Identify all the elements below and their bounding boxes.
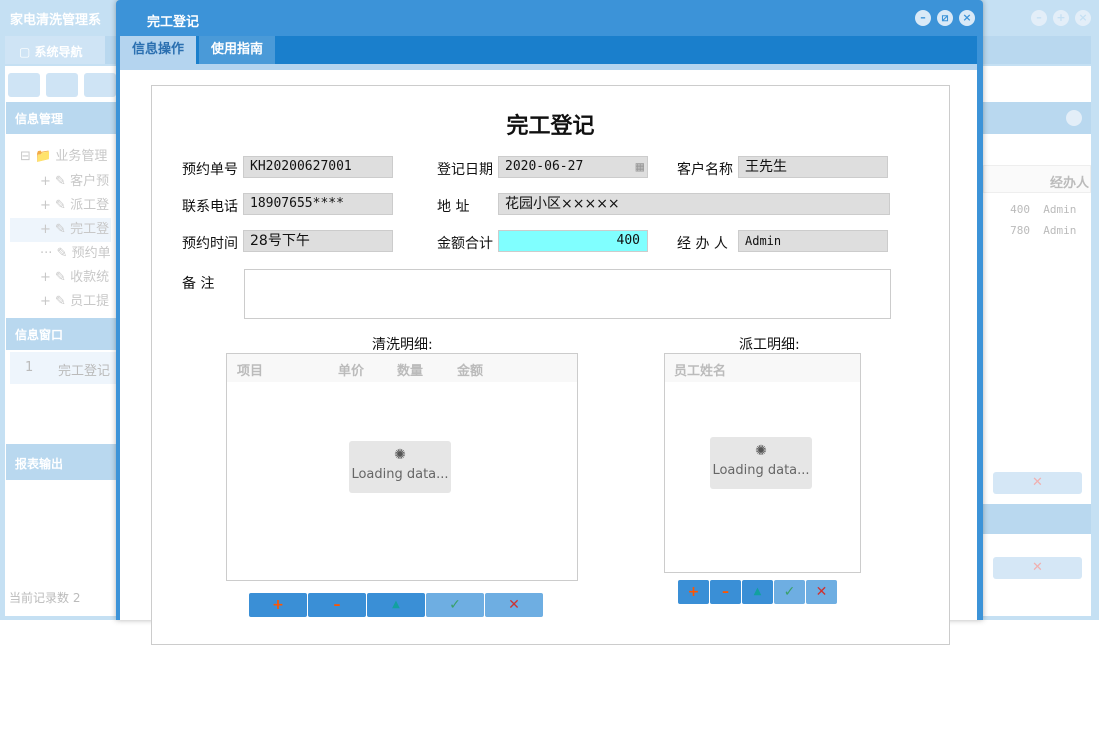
completion-dialog: 完工登记 – ⧄ × 信息操作 使用指南 完工登记 预约单号 KH2020062… [116,0,983,645]
tree-item-label: 员工提 [70,294,110,309]
remark-textarea[interactable] [244,269,891,319]
nav-tab[interactable]: ▢ 系统导航 [5,36,105,64]
appt-time-label: 预约时间 [182,236,238,252]
panel-report[interactable]: 报表输出 [6,444,116,480]
reg-date-field[interactable]: 2020-06-27 ▦ [498,156,648,178]
column-quantity[interactable]: 数量 [397,364,424,379]
add-row-button[interactable]: + [678,580,709,604]
tree-item[interactable]: ··· ✎ 预约单 [40,246,111,261]
confirm-button[interactable]: ✓ [774,580,805,604]
loading-text: Loading data... [712,463,810,478]
record-count: 当前记录数 2 [9,591,81,605]
app-title: 家电清洗管理系 [10,13,102,28]
maximize-icon[interactable]: ⧄ [937,10,953,26]
move-up-button[interactable]: ▲ [367,593,425,617]
tree-item-label: 客户预 [70,174,110,189]
confirm-button[interactable]: ✓ [426,593,484,617]
handler-field[interactable]: Admin [738,230,888,252]
tab-user-guide[interactable]: 使用指南 [199,36,275,64]
dispatch-grid: 员工姓名 ✺ Loading data... [664,353,861,573]
panel-info-mgmt[interactable]: 信息管理 [6,102,116,134]
panel-info-window[interactable]: 信息窗口 [6,318,116,350]
tree-item-label: 派工登 [70,198,110,213]
tree-items: + ✎ 客户预 + ✎ 派工登 + ✎ 完工登 ··· ✎ 预约单 + ✎ 收款… [10,170,111,314]
grid-header: 员工姓名 [665,354,860,382]
column-item[interactable]: 项目 [237,364,264,379]
list-index: 1 [25,360,34,375]
cleaning-grid: 项目 单价 数量 金额 ✺ Loading data... [226,353,578,581]
window-list-item[interactable]: 1 完工登记 [10,352,116,384]
phone-label: 联系电话 [182,199,238,215]
dialog-title: 完工登记 [147,15,200,30]
table-row[interactable]: 780 Admin [1010,224,1077,237]
loading-indicator: ✺ Loading data... [349,441,451,493]
column-unit-price[interactable]: 单价 [338,364,365,379]
grid-header: 项目 单价 数量 金额 [227,354,577,382]
completion-form: 完工登记 预约单号 KH20200627001 登记日期 2020-06-27 ▦… [151,85,950,645]
customer-field[interactable]: 王先生 [738,156,888,178]
remark-label: 备 注 [182,276,215,292]
dispatch-toolbar: + – ▲ ✓ ✕ [678,580,837,604]
tree-item-label: 完工登 [70,222,110,237]
loading-text: Loading data... [351,467,449,482]
bg-cancel-button[interactable]: ✕ [993,472,1082,494]
handler-label: 经 办 人 [677,236,728,252]
tree-item-selected[interactable]: + ✎ 完工登 [10,218,111,242]
tree-item[interactable]: + ✎ 派工登 [40,198,110,213]
cleaning-toolbar: + – ▲ ✓ ✕ [249,593,543,617]
tree-item[interactable]: + ✎ 员工提 [40,294,110,309]
nav-tab-label: 系统导航 [34,45,83,59]
close-icon[interactable]: × [1075,10,1091,26]
total-field[interactable]: 400 [498,230,648,252]
remove-row-button[interactable]: – [710,580,741,604]
column-handler: 经办人 [1050,176,1090,191]
tree-root[interactable]: ⊟ 📁 业务管理 [20,149,108,164]
cancel-button[interactable]: ✕ [485,593,543,617]
right-panel-header [983,102,1091,134]
tree-item[interactable]: + ✎ 客户预 [40,174,110,189]
restore-icon[interactable]: + [1053,10,1069,26]
search-button[interactable] [8,73,40,97]
close-icon[interactable]: × [959,10,975,26]
move-up-button[interactable]: ▲ [742,580,773,604]
phone-field[interactable]: 18907655**** [243,193,393,215]
total-label: 金额合计 [437,236,493,252]
tab-info-operation[interactable]: 信息操作 [120,36,196,64]
cancel-button[interactable]: ✕ [806,580,837,604]
dialog-tabs: 信息操作 使用指南 [120,36,977,64]
cleaning-title: 清洗明细: [372,337,433,353]
bg-cancel-button[interactable]: ✕ [993,557,1082,579]
dialog-content: 完工登记 预约单号 KH20200627001 登记日期 2020-06-27 ▦… [120,64,977,645]
tree-item[interactable]: + ✎ 收款统 [40,270,110,285]
column-amount[interactable]: 金额 [457,364,484,379]
tree-item-label: 收款统 [70,270,110,285]
spinner-icon: ✺ [394,447,406,463]
table-row[interactable]: 400 Admin [1010,203,1077,216]
bg-panel-header [983,504,1091,534]
tree-root-label: 业务管理 [55,149,108,164]
tree-item-label: 预约单 [71,246,111,261]
list-label: 完工登记 [58,364,111,379]
order-no-label: 预约单号 [182,162,238,178]
order-no-field[interactable]: KH20200627001 [243,156,393,178]
reg-date-label: 登记日期 [437,162,493,178]
form-heading: 完工登记 [506,113,595,139]
dispatch-title: 派工明细: [739,337,800,353]
bg-table: 400 Admin 780 Admin [983,199,1091,241]
address-field[interactable]: 花园小区××××× [498,193,890,215]
remove-row-button[interactable]: – [308,593,366,617]
reg-date-value: 2020-06-27 [505,159,584,174]
calendar-icon[interactable]: ▦ [635,159,644,175]
minimize-icon[interactable]: – [1031,10,1047,26]
add-row-button[interactable]: + [249,593,307,617]
column-employee-name[interactable]: 员工姓名 [674,364,727,379]
customer-label: 客户名称 [677,162,733,178]
spinner-icon: ✺ [755,443,767,459]
document-button[interactable] [84,73,116,97]
minimize-icon[interactable]: – [915,10,931,26]
loading-indicator: ✺ Loading data... [710,437,812,489]
appt-time-field[interactable]: 28号下午 [243,230,393,252]
address-label: 地 址 [437,199,470,215]
list-button[interactable] [46,73,78,97]
